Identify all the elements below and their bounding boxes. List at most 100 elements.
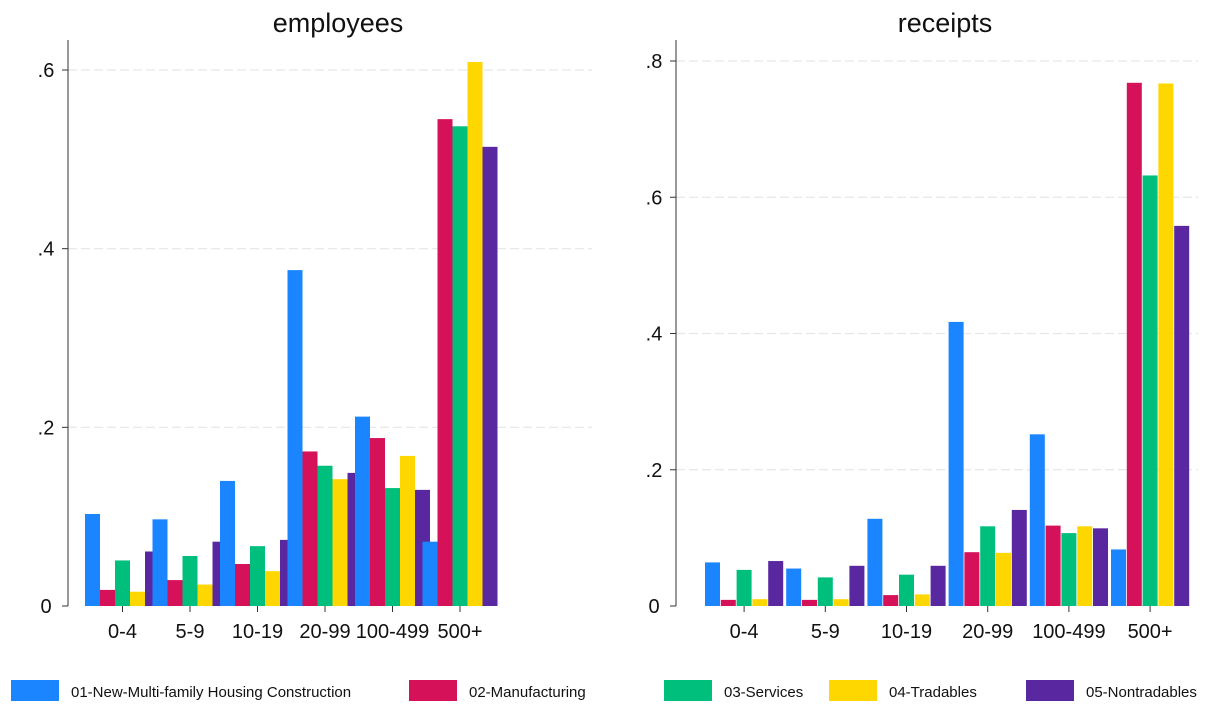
x-tick-label: 10-19 <box>881 621 932 643</box>
panel-title: receipts <box>898 8 993 38</box>
x-tick-labels: 0-4 5-9 10-19 20-99 100-499 500+ <box>730 606 1173 643</box>
bar <box>817 577 833 606</box>
y-tick-label: .6 <box>38 60 55 82</box>
bar <box>883 595 899 606</box>
bar <box>385 488 400 606</box>
x-tick-labels: 0-4 5-9 10-19 20-99 100-499 500+ <box>108 606 483 643</box>
gridlines <box>676 60 1198 471</box>
bar <box>220 480 235 606</box>
bar <box>833 599 849 606</box>
bar <box>250 546 265 606</box>
bar <box>1174 225 1190 607</box>
bar <box>467 61 483 606</box>
bar <box>1093 528 1108 606</box>
gridlines <box>68 69 592 428</box>
bar <box>720 599 736 606</box>
bars <box>85 61 498 606</box>
bar <box>914 594 930 606</box>
panel-employees: employees 0 .2 .4 .6 0-4 5-9 10-19 20-99 100-49… <box>38 8 592 643</box>
bar <box>400 455 415 606</box>
bar <box>1045 525 1061 606</box>
bar <box>302 451 318 606</box>
bar <box>1011 509 1027 606</box>
bar <box>964 552 980 606</box>
legend-item: 04-Tradables <box>829 680 977 701</box>
bar <box>115 560 130 606</box>
y-tick-label: 0 <box>648 596 659 618</box>
y-tick-label: .6 <box>646 187 663 209</box>
bar <box>705 562 720 606</box>
bar <box>482 146 498 606</box>
bar <box>332 479 348 606</box>
y-tick-label: .2 <box>38 417 55 439</box>
x-tick-label: 5-9 <box>176 621 205 643</box>
bar <box>235 564 250 606</box>
bar <box>167 580 183 606</box>
bar <box>182 555 198 606</box>
bar <box>1158 83 1174 606</box>
bar <box>786 568 802 606</box>
legend-item: 03-Services <box>664 680 803 701</box>
bar <box>422 541 438 606</box>
x-tick-label: 0-4 <box>730 621 759 643</box>
bar <box>452 126 468 606</box>
bar <box>152 519 168 606</box>
bar <box>355 416 370 606</box>
bar <box>768 561 784 606</box>
panel-receipts: receipts 0 .2 .4 .6 .8 0-4 5-9 10-19 20-99 100-4… <box>646 8 1198 643</box>
bar <box>1142 175 1158 606</box>
x-tick-label: 20-99 <box>299 621 350 643</box>
bar <box>948 321 964 606</box>
x-tick-label: 0-4 <box>108 621 137 643</box>
legend-label: 04-Tradables <box>889 684 977 701</box>
y-ticks: 0 .2 .4 .6 <box>38 60 68 618</box>
legend-item: 02-Manufacturing <box>409 680 586 701</box>
bar <box>849 565 865 606</box>
y-tick-label: 0 <box>40 596 51 618</box>
legend-swatch <box>409 680 457 701</box>
legend-swatch <box>664 680 712 701</box>
bar <box>1126 82 1142 607</box>
bar <box>437 119 453 606</box>
y-ticks: 0 .2 .4 .6 .8 <box>646 51 676 618</box>
legend-label: 03-Services <box>724 684 803 701</box>
y-tick-label: .2 <box>646 460 663 482</box>
legend-swatch <box>1026 680 1074 701</box>
legend-item: 05-Nontradables <box>1026 680 1197 701</box>
x-tick-label: 100-499 <box>356 621 429 643</box>
bars <box>705 82 1190 607</box>
bar <box>930 565 946 606</box>
legend-swatch <box>829 680 877 701</box>
panel-title: employees <box>273 8 404 38</box>
legend-swatch <box>11 680 59 701</box>
bar <box>1111 549 1126 606</box>
bar <box>85 513 100 606</box>
bar <box>1061 533 1077 606</box>
bar <box>752 599 768 606</box>
bar <box>287 270 303 606</box>
x-tick-label: 20-99 <box>962 621 1013 643</box>
x-tick-label: 100-499 <box>1032 621 1105 643</box>
bar <box>802 599 817 606</box>
bar <box>899 574 914 606</box>
bar <box>980 526 996 606</box>
x-tick-label: 500+ <box>437 621 482 643</box>
bar <box>100 589 115 606</box>
x-tick-label: 10-19 <box>232 621 283 643</box>
legend-label: 02-Manufacturing <box>469 684 586 701</box>
y-tick-label: .8 <box>646 51 663 73</box>
bar <box>197 584 213 606</box>
bar <box>1029 434 1045 606</box>
bar <box>370 438 385 606</box>
y-tick-label: .4 <box>646 324 663 346</box>
legend-label: 01-New-Multi-family Housing Construction <box>71 684 351 701</box>
legend-label: 05-Nontradables <box>1086 684 1197 701</box>
bar <box>317 465 333 606</box>
x-tick-label: 5-9 <box>811 621 840 643</box>
legend: 01-New-Multi-family Housing Construction… <box>11 680 1197 701</box>
bar <box>1077 526 1093 606</box>
legend-item: 01-New-Multi-family Housing Construction <box>11 680 351 701</box>
bar <box>736 569 752 606</box>
